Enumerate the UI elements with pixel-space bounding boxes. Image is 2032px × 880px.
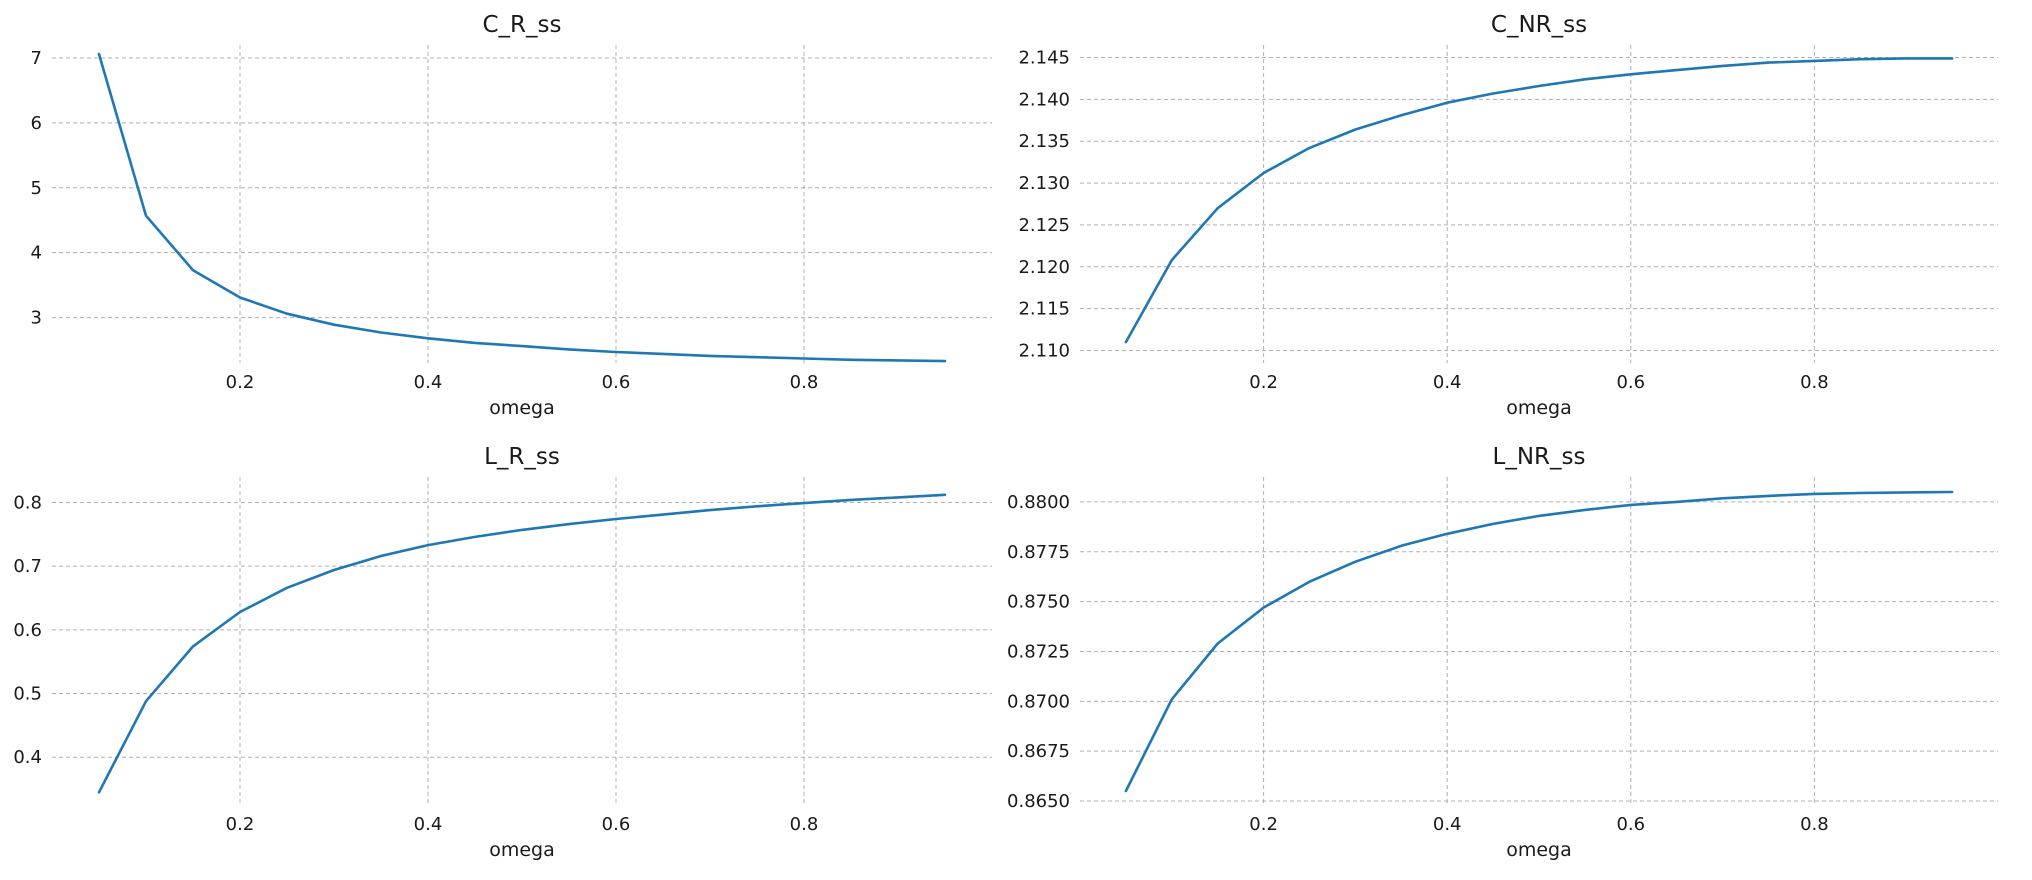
y-tick-label: 0.8725 [1007,641,1070,662]
y-tick-label: 5 [31,178,42,199]
x-axis-label: omega [489,839,555,861]
subplot-4: 0.2 0.4 0.6 0.8 0.8650 0.8675 0.8700 0.8725 0.87… [1007,444,1998,861]
x-tick-label: 0.2 [1249,814,1278,835]
y-tick-label: 2.130 [1018,173,1070,194]
x-tick-label: 0.4 [1433,372,1462,393]
x-tick-label: 0.6 [602,372,631,393]
y-tick-label: 2.135 [1018,131,1070,152]
y-tick-label: 2.145 [1018,48,1070,69]
chart-title: C_R_ss [482,12,561,38]
y-tick-label: 0.8 [13,492,42,513]
subplot-2: 0.2 0.4 0.6 0.8 2.110 2.115 2.120 2.125 2.130 2.1… [1018,12,1998,419]
y-tick-label: 2.140 [1018,89,1070,110]
x-tick-label: 0.4 [1433,814,1462,835]
x-tick-label: 0.2 [226,372,255,393]
x-axis-label: omega [1506,839,1572,861]
x-tick-label: 0.2 [226,814,255,835]
y-tick-label: 0.8700 [1007,691,1070,712]
y-tick-label: 0.4 [13,747,42,768]
y-tick-label: 2.125 [1018,215,1070,236]
y-tick-label: 0.7 [13,556,42,577]
x-tick-label: 0.6 [1616,814,1645,835]
y-tick-label: 0.8800 [1007,492,1070,513]
y-tick-label: 0.8775 [1007,542,1070,563]
chart-title: L_R_ss [484,444,560,470]
y-tick-label: 2.115 [1018,299,1070,320]
y-tick-label: 0.8750 [1007,592,1070,613]
series-line [97,52,947,363]
y-tick-label: 0.6 [13,620,42,641]
x-tick-label: 0.8 [790,372,819,393]
x-tick-label: 0.8 [1800,372,1829,393]
y-tick-label: 2.110 [1018,340,1070,361]
x-tick-label: 0.4 [414,372,443,393]
y-tick-label: 7 [31,48,42,69]
x-tick-label: 0.6 [602,814,631,835]
y-tick-label: 0.8675 [1007,741,1070,762]
series-line [1124,57,1954,344]
y-tick-label: 2.120 [1018,257,1070,278]
y-tick-label: 0.8650 [1007,791,1070,812]
x-axis-label: omega [489,397,555,419]
y-tick-label: 0.5 [13,684,42,705]
chart-title: C_NR_ss [1491,12,1587,38]
x-tick-label: 0.4 [414,814,443,835]
x-tick-label: 0.8 [1800,814,1829,835]
series-line [97,493,947,794]
y-tick-label: 6 [31,113,42,134]
chart-title: L_NR_ss [1493,444,1586,470]
series-line [1124,490,1954,793]
x-tick-label: 0.8 [790,814,819,835]
y-tick-label: 4 [31,243,42,264]
x-axis-label: omega [1506,397,1572,419]
x-tick-label: 0.6 [1616,372,1645,393]
y-tick-label: 3 [31,308,42,329]
x-tick-label: 0.2 [1249,372,1278,393]
